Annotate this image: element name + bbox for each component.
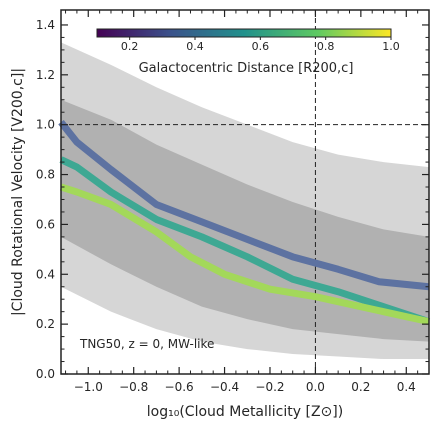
y-tick-label: 1.0 xyxy=(36,118,55,132)
colorbar-label: Galactocentric Distance [R200,c] xyxy=(139,61,354,76)
y-tick-label: 0.0 xyxy=(36,367,55,381)
colorbar-tick-label: 1.0 xyxy=(382,40,400,53)
series-layer xyxy=(58,120,431,326)
y-tick-label: 0.8 xyxy=(36,168,55,182)
colorbar-gradient xyxy=(96,28,392,38)
y-tick-label: 0.4 xyxy=(36,267,55,281)
colorbar-tick-label: 0.4 xyxy=(186,40,204,53)
bands-layer xyxy=(61,42,429,360)
y-tick-label: 1.2 xyxy=(36,68,55,82)
y-tick-label: 0.2 xyxy=(36,317,55,331)
colorbar: 0.2 0.4 0.6 0.8 1.0 Galactocentric Distance [… xyxy=(96,28,400,76)
series-line-1 xyxy=(58,120,430,291)
colorbar-tick-label: 0.6 xyxy=(252,40,270,53)
x-tick-label: 0.0 xyxy=(306,380,325,394)
colorbar-tick-label: 0.2 xyxy=(121,40,139,53)
y-tick-label: 1.4 xyxy=(36,18,55,32)
series-line-2 xyxy=(59,156,431,325)
reference-lines xyxy=(61,10,429,374)
axes-layer: −1.0 −0.8 −0.6 −0.4 −0.2 0.0 0.2 0.40.00.20.40.… xyxy=(36,9,430,394)
y-axis-label: |Cloud Rotational Velocity [V200,c]| xyxy=(10,68,26,316)
x-tick-label: −0.4 xyxy=(210,380,239,394)
x-tick-label: −0.6 xyxy=(165,380,194,394)
series-line-3 xyxy=(59,183,430,326)
x-axis-label: log₁₀(Cloud Metallicity [Z⊙]) xyxy=(147,404,343,420)
x-tick-label: 0.4 xyxy=(397,380,416,394)
x-tick-label: −0.2 xyxy=(255,380,284,394)
annotation: TNG50, z = 0, MW-like xyxy=(79,337,214,351)
x-tick-label: −0.8 xyxy=(119,380,148,394)
percentile-band-2 xyxy=(61,99,429,342)
x-tick-label: 0.2 xyxy=(351,380,370,394)
plot-frame xyxy=(60,9,430,375)
x-tick-label: −1.0 xyxy=(74,380,103,394)
colorbar-tick-label: 0.8 xyxy=(317,40,335,53)
y-tick-label: 0.6 xyxy=(36,217,55,231)
